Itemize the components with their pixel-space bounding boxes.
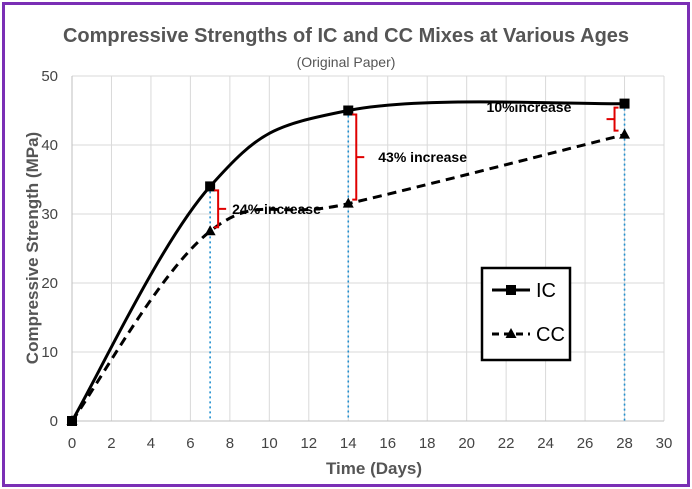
y-tick-label: 20	[41, 275, 58, 292]
x-tick-label: 18	[419, 435, 436, 452]
x-tick-label: 30	[656, 435, 673, 452]
series-line-ic	[70, 100, 625, 422]
legend-marker-cc	[505, 328, 517, 338]
chart-subtitle: (Original Paper)	[297, 54, 396, 70]
x-tick-label: 20	[458, 435, 475, 452]
annotations: 24% increase 43% increase 10%increase	[214, 99, 619, 229]
increase-bracket	[214, 189, 227, 229]
legend-label-ic: IC	[536, 280, 556, 302]
y-tick-label: 40	[41, 137, 58, 154]
annotation-label: 43% increase	[378, 149, 467, 165]
y-tick-label: 50	[41, 68, 58, 85]
x-tick-label: 26	[577, 435, 594, 452]
legend-label-cc: CC	[536, 324, 565, 346]
point-ic	[205, 181, 216, 192]
x-tick-label: 4	[147, 435, 155, 452]
legend-marker-ic	[506, 285, 516, 295]
point-cc	[204, 225, 216, 236]
x-axis-label: Time (Days)	[326, 459, 422, 478]
legend: IC CC	[480, 266, 572, 362]
legend-box	[480, 266, 572, 362]
chart-title: Compressive Strengths of IC and CC Mixes…	[63, 25, 629, 47]
y-tick-label: 10	[41, 344, 58, 361]
y-tick-label: 0	[50, 413, 58, 430]
x-tick-label: 10	[261, 435, 278, 452]
x-tick-label: 8	[226, 435, 234, 452]
point-ic	[619, 98, 630, 109]
increase-bracket	[606, 106, 619, 132]
x-tick-label: 28	[616, 435, 633, 452]
annotation-label: 10%increase	[487, 99, 572, 115]
x-tick-label: 0	[68, 435, 76, 452]
series	[66, 98, 631, 426]
x-tick-label: 22	[498, 435, 515, 452]
grid	[71, 75, 665, 422]
y-tick-label: 30	[41, 206, 58, 223]
guide-lines	[209, 103, 626, 421]
annotation-label: 24% increase	[232, 201, 321, 217]
x-tick-label: 16	[379, 435, 396, 452]
x-tick-label: 14	[340, 435, 357, 452]
y-axis-label: Compressive Strength (MPa)	[23, 132, 42, 364]
point-cc	[619, 128, 631, 139]
point-cc	[66, 415, 78, 425]
increase-bracket	[352, 113, 365, 201]
point-ic	[343, 105, 354, 116]
x-tick-label: 6	[186, 435, 194, 452]
x-tick-label: 24	[537, 435, 554, 452]
x-tick-label: 2	[107, 435, 115, 452]
x-tick-label: 12	[300, 435, 317, 452]
point-cc	[342, 197, 354, 208]
series-line-cc	[70, 133, 625, 422]
